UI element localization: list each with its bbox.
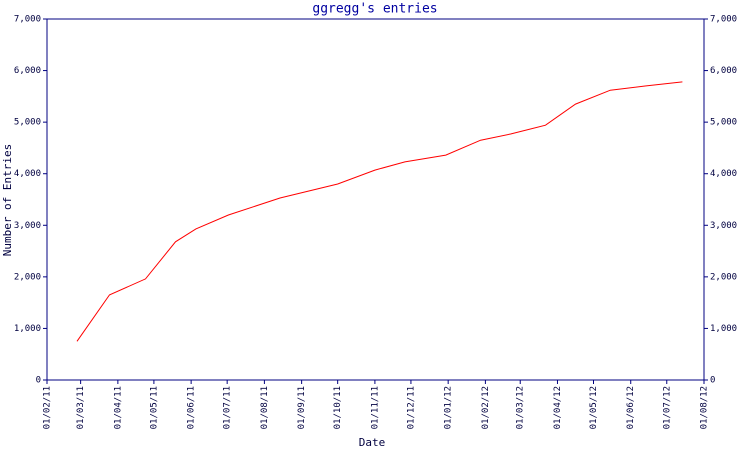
x-tick-label: 01/08/12 xyxy=(700,386,710,429)
y2-tick-label: 3,000 xyxy=(710,221,737,231)
y-tick-label: 5,000 xyxy=(14,118,41,128)
x-axis-label: Date xyxy=(359,436,386,449)
y2-tick-label: 6,000 xyxy=(710,66,737,76)
x-tick-label: 01/05/11 xyxy=(149,386,159,429)
y-axis-label: Number of Entries xyxy=(1,144,14,257)
x-tick-label: 01/07/11 xyxy=(223,386,233,429)
x-tick-label: 01/06/12 xyxy=(626,386,636,429)
x-tick-label: 01/11/11 xyxy=(370,386,380,429)
x-tick-label: 01/04/11 xyxy=(113,386,123,429)
y2-tick-label: 7,000 xyxy=(710,15,737,25)
x-tick-label: 01/02/12 xyxy=(481,386,491,429)
x-tick-label: 01/12/11 xyxy=(406,386,416,429)
y-tick-label: 0 xyxy=(36,376,41,386)
y-tick-label: 1,000 xyxy=(14,324,41,334)
x-tick-label: 01/02/11 xyxy=(43,386,53,429)
y2-tick-label: 2,000 xyxy=(710,272,737,282)
x-tick-label: 01/01/12 xyxy=(444,386,454,429)
x-tick-label: 01/10/11 xyxy=(333,386,343,429)
x-tick-label: 01/09/11 xyxy=(297,386,307,429)
y-tick-label: 7,000 xyxy=(14,15,41,25)
x-tick-label: 01/03/12 xyxy=(516,386,526,429)
y2-tick-label: 5,000 xyxy=(710,118,737,128)
x-tick-label: 01/04/12 xyxy=(553,386,563,429)
y-tick-label: 6,000 xyxy=(14,66,41,76)
x-tick-label: 01/07/12 xyxy=(662,386,672,429)
plot-frame xyxy=(46,18,705,381)
y2-tick-label: 1,000 xyxy=(710,324,737,334)
data-line xyxy=(76,81,683,342)
y2-tick-label: 0 xyxy=(710,376,715,386)
y-tick-label: 3,000 xyxy=(14,221,41,231)
x-tick-label: 01/03/11 xyxy=(76,386,86,429)
chart-title: ggregg's entries xyxy=(312,2,437,17)
x-tick-label: 01/05/12 xyxy=(589,386,599,429)
x-tick-label: 01/06/11 xyxy=(187,386,197,429)
y-tick-label: 4,000 xyxy=(14,169,41,179)
x-tick-label: 01/08/11 xyxy=(260,386,270,429)
y2-tick-label: 4,000 xyxy=(710,169,737,179)
y-tick-label: 2,000 xyxy=(14,272,41,282)
